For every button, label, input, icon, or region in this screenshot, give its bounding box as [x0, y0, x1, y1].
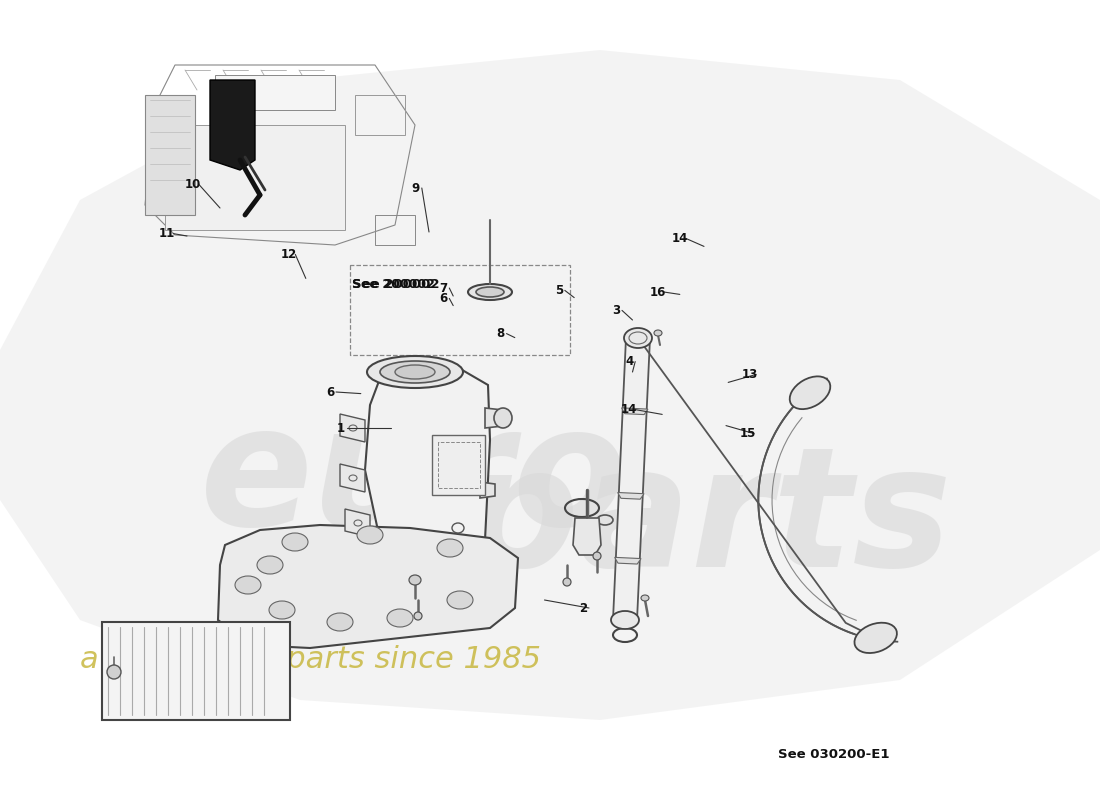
Polygon shape [340, 414, 365, 442]
Polygon shape [485, 408, 503, 428]
Text: 3: 3 [612, 304, 620, 317]
Text: 4: 4 [625, 355, 634, 368]
Ellipse shape [107, 665, 121, 679]
Text: 14: 14 [672, 232, 688, 245]
Ellipse shape [395, 365, 434, 379]
Ellipse shape [257, 556, 283, 574]
Text: See 200002: See 200002 [352, 278, 440, 291]
Text: 11: 11 [160, 227, 175, 240]
Ellipse shape [387, 609, 412, 627]
Polygon shape [615, 558, 641, 564]
Ellipse shape [855, 622, 896, 653]
Text: 5: 5 [554, 284, 563, 297]
Ellipse shape [270, 601, 295, 619]
Ellipse shape [367, 356, 463, 388]
Polygon shape [340, 464, 365, 492]
Ellipse shape [447, 591, 473, 609]
Text: 15: 15 [740, 427, 756, 440]
Ellipse shape [327, 613, 353, 631]
Ellipse shape [610, 611, 639, 629]
Ellipse shape [437, 539, 463, 557]
Text: 6: 6 [439, 292, 448, 305]
Text: 13: 13 [742, 368, 758, 381]
Text: 10: 10 [185, 178, 200, 190]
Ellipse shape [593, 552, 601, 560]
Polygon shape [480, 482, 495, 498]
Polygon shape [758, 378, 898, 642]
Ellipse shape [282, 533, 308, 551]
Polygon shape [621, 408, 648, 414]
Polygon shape [573, 518, 601, 555]
Polygon shape [618, 493, 644, 499]
Text: See 030200-E1: See 030200-E1 [778, 749, 890, 762]
Polygon shape [214, 75, 336, 110]
Ellipse shape [494, 408, 512, 428]
Text: a passion for parts since 1985: a passion for parts since 1985 [80, 646, 541, 674]
Text: euro: euro [200, 398, 628, 562]
Polygon shape [613, 338, 650, 621]
Ellipse shape [379, 361, 450, 383]
Text: 14: 14 [621, 403, 637, 416]
Text: parts: parts [460, 438, 953, 602]
Ellipse shape [624, 328, 652, 348]
Ellipse shape [409, 575, 421, 585]
Ellipse shape [235, 576, 261, 594]
Polygon shape [210, 80, 255, 170]
Text: 7: 7 [439, 282, 448, 294]
Ellipse shape [790, 376, 830, 409]
Ellipse shape [358, 526, 383, 544]
Polygon shape [345, 509, 370, 537]
Polygon shape [218, 525, 518, 648]
Polygon shape [165, 125, 345, 230]
Text: 6: 6 [326, 386, 334, 398]
Ellipse shape [476, 287, 504, 297]
Ellipse shape [654, 330, 662, 336]
Polygon shape [432, 435, 485, 495]
Ellipse shape [468, 284, 512, 300]
Polygon shape [0, 50, 1100, 720]
Ellipse shape [563, 578, 571, 586]
Text: 12: 12 [282, 248, 297, 261]
Text: 2: 2 [579, 602, 587, 614]
Polygon shape [365, 360, 490, 555]
Ellipse shape [414, 612, 422, 620]
Text: 8: 8 [496, 327, 505, 340]
Text: 9: 9 [411, 182, 420, 194]
Text: 16: 16 [650, 286, 666, 298]
Text: See 200002: See 200002 [352, 278, 434, 291]
Polygon shape [145, 95, 195, 215]
Bar [102, 622, 290, 720]
Ellipse shape [641, 595, 649, 601]
Text: 1: 1 [337, 422, 345, 434]
